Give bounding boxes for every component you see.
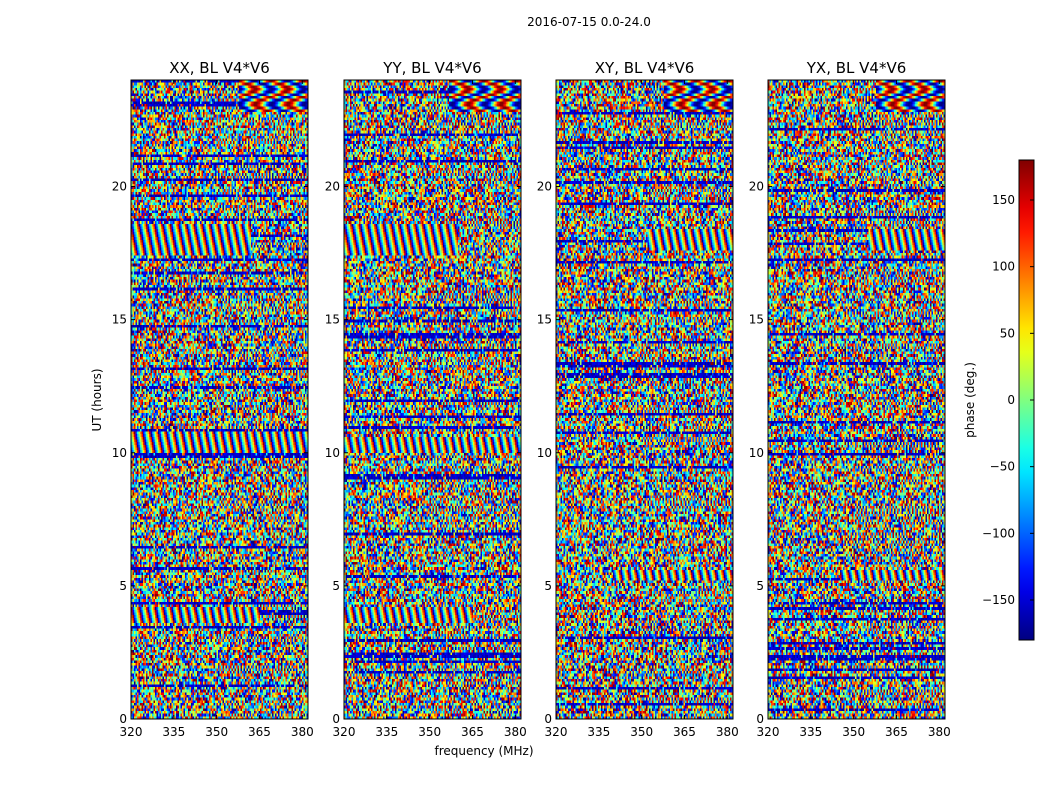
x-tick-label: 350 (418, 725, 441, 739)
y-tick-label: 20 (325, 180, 340, 194)
x-axis-label: frequency (MHz) (434, 744, 533, 758)
colorbar-tick-label: 50 (1000, 326, 1015, 340)
phase-waterfall-image (768, 80, 945, 719)
phase-waterfall-image (131, 80, 308, 719)
panel-title: YX, BL V4*V6 (806, 59, 907, 77)
x-tick-label: 365 (248, 725, 271, 739)
colorbar-label: phase (deg.) (963, 362, 977, 438)
x-tick-label: 350 (205, 725, 228, 739)
colorbar-tick-label: −100 (982, 526, 1015, 540)
x-tick-label: 320 (120, 725, 143, 739)
panel-1: XX, BL V4*V6 320 335 350 365 380 0 5 10 15 20 (112, 59, 314, 739)
axes-frame (555, 79, 734, 720)
panel-title: XX, BL V4*V6 (169, 59, 270, 77)
y-tick-label: 10 (325, 446, 340, 460)
x-tick-label: 380 (291, 725, 314, 739)
x-tick-label: 335 (375, 725, 398, 739)
x-tick-label: 350 (842, 725, 865, 739)
panel-4: YX, BL V4*V6 320 335 350 365 380 0 5 10 15 20 (749, 59, 951, 739)
colorbar-tick-label: 100 (992, 260, 1015, 274)
panel-title: YY, BL V4*V6 (382, 59, 481, 77)
x-tick-label: 365 (885, 725, 908, 739)
figure-suptitle: 2016-07-15 0.0-24.0 (527, 15, 651, 29)
x-tick-label: 335 (162, 725, 185, 739)
y-tick-label: 5 (544, 579, 552, 593)
x-tick-label: 335 (799, 725, 822, 739)
phase-waterfall-image (556, 80, 733, 719)
y-tick-label: 0 (332, 712, 340, 726)
y-tick-label: 15 (749, 313, 764, 327)
panel-3: XY, BL V4*V6 320 335 350 365 380 0 5 10 15 20 (537, 59, 739, 739)
y-tick-label: 10 (537, 446, 552, 460)
panel-2: YY, BL V4*V6 320 335 350 365 380 0 5 10 15 20 (325, 59, 527, 739)
y-tick-label: 15 (112, 313, 127, 327)
colorbar-tick-label: 150 (992, 193, 1015, 207)
x-tick-label: 335 (587, 725, 610, 739)
colorbar-tick-label: −150 (982, 593, 1015, 607)
y-tick-label: 5 (756, 579, 764, 593)
y-tick-label: 15 (325, 313, 340, 327)
x-tick-label: 380 (928, 725, 951, 739)
y-tick-label: 5 (119, 579, 127, 593)
x-tick-label: 365 (673, 725, 696, 739)
phase-waterfall-image (344, 80, 521, 719)
y-tick-label: 20 (537, 180, 552, 194)
axes-frame (130, 79, 309, 720)
y-axis-label: UT (hours) (90, 368, 104, 431)
x-tick-label: 365 (461, 725, 484, 739)
axes-frame (343, 79, 522, 720)
y-tick-label: 20 (112, 180, 127, 194)
x-tick-label: 380 (716, 725, 739, 739)
y-tick-label: 10 (749, 446, 764, 460)
colorbar-tick-label: −50 (990, 460, 1015, 474)
y-tick-label: 10 (112, 446, 127, 460)
x-tick-label: 320 (333, 725, 356, 739)
x-tick-label: 350 (630, 725, 653, 739)
axes-frame (767, 79, 946, 720)
panel-title: XY, BL V4*V6 (595, 59, 695, 77)
y-tick-label: 20 (749, 180, 764, 194)
colorbar-tick-label: 0 (1007, 393, 1015, 407)
y-tick-label: 15 (537, 313, 552, 327)
y-tick-label: 0 (756, 712, 764, 726)
y-tick-label: 0 (119, 712, 127, 726)
y-tick-label: 5 (332, 579, 340, 593)
x-tick-label: 320 (545, 725, 568, 739)
y-tick-label: 0 (544, 712, 552, 726)
colorbar: −150 −100 −50 0 50 100 150 phase (deg.) (963, 159, 1035, 641)
x-tick-label: 320 (757, 725, 780, 739)
x-tick-label: 380 (504, 725, 527, 739)
